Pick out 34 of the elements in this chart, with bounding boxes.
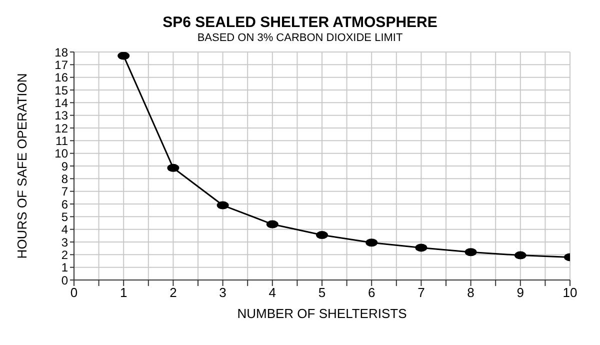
chart-title: SP6 SEALED SHELTER ATMOSPHERE — [162, 13, 438, 31]
y-tick-label: 3 — [61, 235, 68, 250]
y-tick-label: 16 — [54, 70, 68, 85]
y-tick-label: 9 — [61, 159, 68, 174]
x-tick-label: 2 — [170, 285, 177, 300]
x-tick-label: 6 — [368, 285, 376, 300]
x-tick-label: 4 — [268, 285, 276, 300]
x-tick-label: 3 — [219, 285, 226, 300]
point — [316, 231, 328, 240]
y-tick-label: 17 — [54, 58, 68, 72]
y-tick-label: 14 — [54, 96, 68, 110]
y-tick-label: 10 — [54, 146, 68, 161]
x-axis-title: NUMBER OF SHELTERISTS — [237, 306, 408, 321]
x-tick-label: 8 — [467, 285, 474, 300]
y-tick-label: 18 — [54, 45, 68, 60]
y-tick-label: 1 — [61, 260, 68, 275]
y-tick-label: 15 — [54, 83, 68, 98]
y-tick-label: 5 — [61, 210, 68, 224]
x-tick-label: 1 — [120, 285, 128, 300]
y-tick-label: 0 — [61, 273, 68, 288]
chart-subtitle: BASED ON 3% CARBON DIOXIDE LIMIT — [196, 32, 404, 44]
y-tick-label: 2 — [61, 248, 68, 262]
x-tick-label: 10 — [562, 285, 578, 300]
y-tick-label: 6 — [61, 197, 68, 212]
y-tick-label: 8 — [61, 172, 68, 186]
x-tick-label: 7 — [418, 285, 425, 300]
y-tick-label: 12 — [54, 121, 68, 136]
y-tick-label: 4 — [61, 222, 68, 237]
y-tick-label: 13 — [54, 108, 68, 123]
x-tick-label: 9 — [516, 285, 524, 300]
y-axis-title: HOURS OF SAFE OPERATION — [14, 73, 30, 259]
x-tick-label: 5 — [318, 285, 326, 300]
y-tick-label: 7 — [61, 184, 68, 199]
y-tick-label: 11 — [56, 134, 68, 148]
